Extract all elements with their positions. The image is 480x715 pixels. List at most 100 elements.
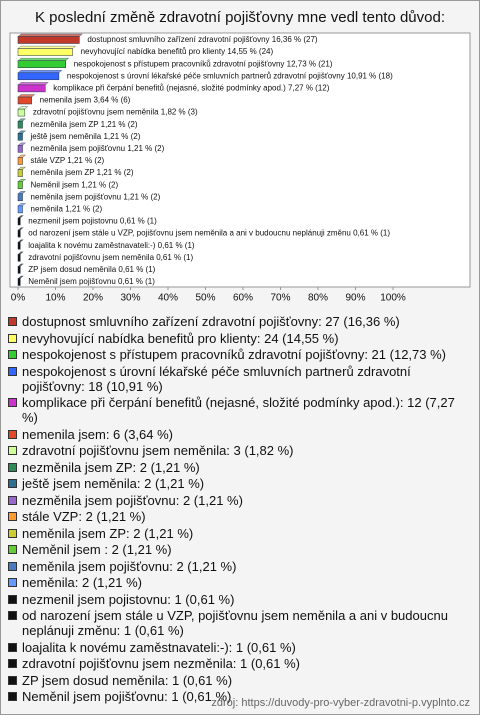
bar: [17, 133, 23, 141]
bar: [17, 48, 73, 56]
legend-item: stále VZP: 2 (1,21 %): [8, 509, 470, 524]
legend-swatch: [8, 675, 17, 685]
bar-label: nezměnila jsem pojišťovnu 1,21 % (2): [31, 144, 165, 153]
legend-item: nemenila jsem: 6 (3,64 %): [8, 427, 470, 442]
bar-label: loajalita k novému zaměstnavateli:-) 0,6…: [28, 241, 195, 250]
bar-top: [17, 82, 49, 86]
x-tick-label: 80%: [308, 293, 328, 304]
legend-item: nezmenil jsem pojistovnu: 1 (0,61 %): [8, 592, 470, 607]
bar-label: stále VZP 1,21 % (2): [31, 156, 105, 165]
legend-item: komplikace při čerpání benefitů (nejasné…: [8, 395, 470, 425]
legend-item: nezměnila jsem pojišťovnu: 2 (1,21 %): [8, 493, 470, 508]
legend-label: dostupnost smluvního zařízení zdravotní …: [22, 314, 400, 329]
legend-swatch: [8, 350, 17, 359]
legend-label: zdravotní pojišťovnu jsem neměnila: 3 (1…: [22, 443, 294, 458]
legend-item: ZP jsem dosud neměnila: 1 (0,61 %): [8, 673, 470, 688]
bar: [17, 72, 60, 81]
legend-swatch: [8, 642, 17, 652]
legend-swatch: [8, 692, 17, 701]
bar: [17, 278, 21, 286]
plot-area: [9, 32, 471, 288]
legend-swatch: [8, 561, 17, 571]
bar: [17, 193, 23, 202]
bar-label: neměnila jsem ZP 1,21 % (2): [31, 168, 134, 177]
legend-label: nemenila jsem: 6 (3,64 %): [22, 426, 174, 442]
bar-label: nespokojenost s úrovní lékařské péče sml…: [67, 71, 393, 80]
bar-label: Neměnil jsem pojišťovnu 0,61 % (1): [28, 277, 155, 286]
legend-label: loajalita k novému zaměstnavateli:-): 1 …: [22, 639, 296, 655]
bar: [17, 205, 23, 214]
bar: [17, 217, 21, 226]
legend-item: neměnila jsem ZP: 2 (1,21 %): [8, 526, 470, 541]
legend-label: ještě jsem neměnila: 2 (1,21 %): [22, 476, 205, 491]
bar: [17, 241, 21, 250]
legend-label: nevyhovující nabídka benefitů pro klient…: [22, 330, 339, 346]
legend-label: Neměnil jsem : 2 (1,21 %): [22, 542, 172, 557]
bar-label: zdravotní pojišťovnu jsem neměnila 1,82 …: [33, 108, 198, 117]
x-tick-label: 90%: [345, 293, 365, 304]
legend-swatch: [8, 333, 17, 343]
bar: [17, 96, 32, 105]
bar-label: neměnila 1,21 % (2): [31, 205, 103, 214]
legend-swatch: [8, 495, 17, 505]
legend-label: zdravotní pojišťovnu jsem nezměnila: 1 (…: [22, 656, 301, 671]
x-tick-label: 70%: [270, 293, 290, 304]
bar: [17, 266, 21, 274]
legend-item: ještě jsem neměnila: 2 (1,21 %): [8, 476, 470, 491]
bar-label: nevyhovující nabídka benefitů pro klient…: [81, 47, 274, 56]
legend-item: Neměnil jsem pojišťovnu: 1 (0,61 %): [8, 689, 470, 704]
legend-swatch: [8, 611, 17, 620]
bar: [17, 169, 23, 177]
legend-label: neměnila jsem ZP: 2 (1,21 %): [22, 525, 194, 541]
x-tick-label: 60%: [233, 293, 253, 304]
legend-label: nezměnila jsem pojišťovnu: 2 (1,21 %): [22, 492, 243, 508]
bar-label: zdravotní pojišťovnu jsem neměnila 0,61 …: [28, 253, 193, 262]
bar-label: ještě jsem neměnila 1,21 % (2): [30, 132, 141, 141]
bar-label: od narození jsem stále u VZP, pojišťovnu…: [28, 229, 390, 238]
bar-top: [17, 57, 70, 61]
legend-label: stále VZP: 2 (1,21 %): [22, 509, 146, 524]
x-tick-label: 0%: [11, 293, 26, 304]
legend-label: Neměnil jsem pojišťovnu: 1 (0,61 %): [22, 689, 232, 704]
bar: [17, 36, 80, 44]
legend-swatch: [8, 512, 17, 521]
bar: [17, 60, 66, 68]
legend-item: od narození jsem stále u VZP, pojišťovnu…: [8, 608, 470, 638]
bar-label: ZP jsem dosud neměnila 0,61 % (1): [28, 265, 155, 274]
bar-top: [17, 70, 63, 74]
bar: [17, 229, 21, 238]
bar: [17, 157, 23, 165]
x-tick-label: 30%: [120, 293, 140, 304]
legend-swatch: [8, 545, 17, 554]
bar-label: Neměnil jsem 1,21 % (2): [31, 180, 119, 189]
legend-label: ZP jsem dosud neměnila: 1 (0,61 %): [22, 672, 233, 688]
bar-label: nezměnila jsem ZP 1,21 % (2): [31, 120, 138, 129]
bar-label: neměnila jsem pojišťovnu 1,21 % (2): [31, 192, 161, 201]
legend-label: nespokojenost s přístupem pracovníků zdr…: [22, 347, 446, 362]
legend-swatch: [8, 398, 17, 407]
legend-swatch: [8, 317, 17, 326]
legend-swatch: [8, 446, 17, 455]
x-tick-label: 50%: [195, 293, 215, 304]
bar-label: nemenila jsem 3,64 % (6): [40, 96, 131, 105]
bar: [17, 181, 23, 189]
bar-label: dostupnost smluvního zařízení zdravotní …: [87, 35, 318, 44]
bar-label: nezmenil jsem pojistovnu 0,61 % (1): [28, 217, 157, 226]
legend-label: od narození jsem stále u VZP, pojišťovnu…: [22, 608, 448, 638]
bar: [17, 145, 23, 153]
chart-title: K poslední změně zdravotní pojišťovny mn…: [35, 9, 445, 26]
legend-label: neměnila: 2 (1,21 %): [22, 575, 142, 590]
x-tick-label: 100%: [380, 293, 406, 304]
legend-item: zdravotní pojišťovnu jsem neměnila: 3 (1…: [8, 443, 470, 458]
x-tick-label: 20%: [83, 293, 103, 304]
legend-item: nespokojenost s přístupem pracovníků zdr…: [8, 347, 470, 362]
legend-swatch: [8, 528, 17, 538]
x-tick-label: 10%: [45, 293, 65, 304]
legend: dostupnost smluvního zařízení zdravotní …: [8, 314, 470, 706]
source: zdroj: https://duvody-pro-vyber-zdravotn…: [211, 697, 470, 709]
legend-swatch: [8, 462, 17, 472]
legend-swatch: [8, 594, 17, 604]
legend-item: nezměnila jsem ZP: 2 (1,21 %): [8, 460, 470, 475]
legend-item: neměnila jsem pojišťovnu: 2 (1,21 %): [8, 559, 470, 574]
legend-swatch: [8, 479, 17, 488]
